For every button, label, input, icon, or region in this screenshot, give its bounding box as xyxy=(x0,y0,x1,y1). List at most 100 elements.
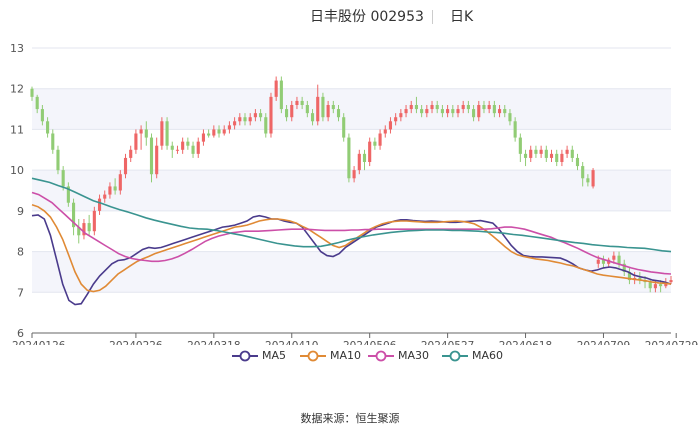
y-tick-label: 8 xyxy=(17,246,24,259)
candle-body xyxy=(352,170,356,179)
legend-label: MA5 xyxy=(262,349,287,362)
candle-body xyxy=(383,129,387,134)
candle-body xyxy=(461,105,465,110)
candle-body xyxy=(113,186,117,191)
candle-body xyxy=(466,105,470,110)
candle-body xyxy=(300,100,304,105)
candle-body xyxy=(274,80,278,97)
x-tick-label: 20240126 xyxy=(12,340,66,345)
candle-body xyxy=(97,198,102,211)
candle-body xyxy=(217,129,221,134)
y-tick-label: 6 xyxy=(17,327,24,340)
candle-body xyxy=(342,117,346,138)
candle-body xyxy=(285,109,289,118)
candle-body xyxy=(269,96,273,134)
legend-label: MA10 xyxy=(330,349,362,362)
candle-body xyxy=(61,170,65,187)
candle-body xyxy=(212,129,216,136)
title-separator xyxy=(432,10,433,24)
candle-body xyxy=(160,121,164,146)
legend-item-ma60[interactable]: MA60 xyxy=(442,349,503,362)
candle-body xyxy=(539,149,543,154)
candle-body xyxy=(321,96,325,118)
candle-body xyxy=(409,105,413,110)
legend-item-ma5[interactable]: MA5 xyxy=(232,349,286,362)
candle-body xyxy=(622,263,626,272)
candle-body xyxy=(378,133,382,146)
candle-body xyxy=(420,109,424,114)
x-tick-label: 20240506 xyxy=(343,340,397,345)
candle-body xyxy=(66,186,70,203)
ma30-line xyxy=(31,191,672,275)
candle-body xyxy=(653,284,657,289)
candle-body xyxy=(399,113,403,118)
grid-band xyxy=(32,88,671,130)
candle-body xyxy=(35,96,39,110)
candle-body xyxy=(331,105,335,110)
x-tick-label: 20240527 xyxy=(421,340,474,345)
legend: MA5 MA10 MA30 MA60 xyxy=(0,347,700,367)
candle-body xyxy=(487,105,491,110)
y-tick-label: 12 xyxy=(10,83,24,96)
candle-body xyxy=(82,223,86,236)
candle-body xyxy=(362,153,367,162)
candle-body xyxy=(347,137,351,179)
candle-body xyxy=(279,80,283,110)
candle-body xyxy=(118,174,122,191)
candle-body xyxy=(149,137,154,175)
candle-body xyxy=(227,125,231,130)
candle-body xyxy=(259,113,263,118)
candle-body xyxy=(191,145,195,154)
candle-body xyxy=(248,117,252,122)
candle-body xyxy=(103,194,107,199)
y-tick-label: 13 xyxy=(10,42,24,55)
title-row: 日丰股份 002953 日K xyxy=(0,4,700,26)
candle-body xyxy=(596,259,600,264)
candle-body xyxy=(492,105,496,114)
candle-body xyxy=(139,129,143,134)
candle-body xyxy=(207,133,211,136)
legend-marker-icon xyxy=(232,350,258,361)
grid-band xyxy=(32,170,671,211)
candle-body xyxy=(243,117,247,122)
candle-body xyxy=(326,105,330,118)
candle-body xyxy=(669,280,673,283)
candle-body xyxy=(295,100,299,105)
x-tick-label: 20240618 xyxy=(499,340,552,345)
candle-body xyxy=(155,145,159,175)
candle-body xyxy=(638,278,642,281)
candle-body xyxy=(123,157,128,175)
legend-label: MA30 xyxy=(398,349,430,362)
y-tick-label: 9 xyxy=(17,205,24,218)
candle-body xyxy=(170,145,174,150)
candle-body xyxy=(555,153,559,162)
legend-marker-icon xyxy=(368,350,394,361)
candle-body xyxy=(233,121,237,126)
candle-body xyxy=(627,271,631,281)
legend-item-ma10[interactable]: MA10 xyxy=(300,349,361,362)
candle-body xyxy=(435,105,439,110)
candle-body xyxy=(316,96,320,122)
grid-band xyxy=(32,251,671,293)
candle-body xyxy=(565,149,569,154)
candle-body xyxy=(77,227,81,236)
candle-body xyxy=(503,109,507,114)
candle-body xyxy=(264,117,268,134)
candle-body xyxy=(196,141,200,154)
candle-body xyxy=(513,121,517,138)
candle-body xyxy=(310,113,315,122)
candle-body xyxy=(601,259,606,264)
chart-title: 日丰股份 002953 xyxy=(310,9,424,25)
candle-body xyxy=(56,149,60,171)
candle-body xyxy=(373,141,377,146)
candle-body xyxy=(290,105,294,118)
candle-body xyxy=(30,88,34,97)
legend-item-ma30[interactable]: MA30 xyxy=(368,349,429,362)
legend-marker-icon xyxy=(300,350,326,361)
y-tick-label: 10 xyxy=(10,164,24,177)
candle-body xyxy=(440,109,444,114)
candle-body xyxy=(253,113,257,118)
candle-body xyxy=(414,105,418,110)
candle-body xyxy=(87,223,91,232)
